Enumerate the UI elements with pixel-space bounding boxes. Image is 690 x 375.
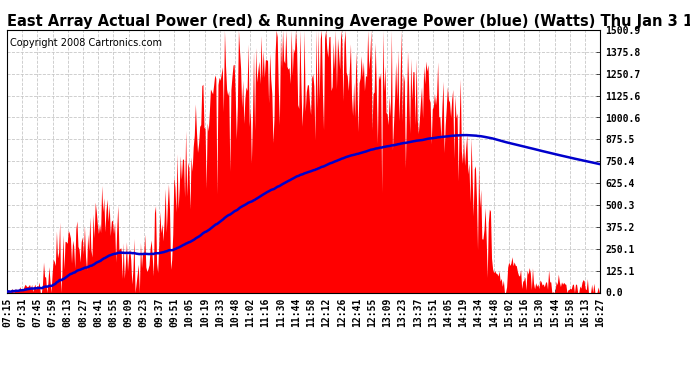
Text: Copyright 2008 Cartronics.com: Copyright 2008 Cartronics.com [10, 38, 162, 48]
Text: East Array Actual Power (red) & Running Average Power (blue) (Watts) Thu Jan 3 1: East Array Actual Power (red) & Running … [7, 14, 690, 29]
